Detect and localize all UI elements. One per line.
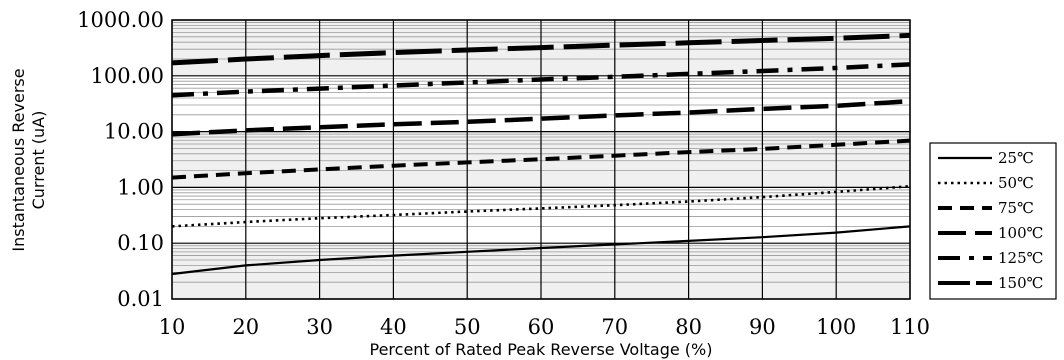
x-tick-label: 40 (380, 315, 407, 339)
y-tick-label: 1.00 (117, 175, 164, 199)
x-tick-label: 90 (749, 315, 776, 339)
series-line-4 (171, 98, 911, 137)
x-tick-label: 30 (306, 315, 333, 339)
legend-label: 150℃ (998, 274, 1043, 292)
x-tick-label: 60 (528, 315, 555, 339)
legend-label: 25℃ (998, 149, 1034, 167)
y-axis-label-line-1: Instantaneous Reverse (9, 68, 28, 251)
grid (171, 19, 911, 300)
legend: 25℃ 50℃ 75℃ 100℃ 125℃ 150℃ (929, 142, 1057, 300)
x-tick-label: 10 (159, 315, 186, 339)
y-tick-labels: 0.01 0.10 1.00 10.00 100.00 1000.00 (77, 8, 164, 311)
y-axis-label: Instantaneous Reverse Current (uA) (9, 68, 48, 251)
y-axis-label-line-2: Current (uA) (29, 111, 48, 210)
x-tick-label: 80 (675, 315, 702, 339)
legend-label: 125℃ (998, 249, 1043, 267)
y-tick-label: 1000.00 (77, 8, 164, 32)
x-tick-label: 20 (232, 315, 259, 339)
legend-label: 50℃ (998, 174, 1034, 192)
x-tick-label: 70 (601, 315, 628, 339)
series-line-3 (171, 138, 911, 180)
y-tick-label: 10.00 (104, 120, 164, 144)
legend-label: 100℃ (998, 224, 1043, 242)
plot-frame (171, 19, 911, 300)
x-tick-label: 100 (816, 315, 856, 339)
x-tick-label: 110 (890, 315, 930, 339)
y-tick-label: 0.01 (117, 287, 164, 311)
x-axis-label: Percent of Rated Peak Reverse Voltage (%… (370, 340, 713, 359)
y-tick-label: 0.10 (117, 231, 164, 255)
series-line-1 (171, 225, 911, 276)
legend-frame (929, 142, 1057, 300)
series-line-6 (171, 32, 911, 66)
x-tick-label: 50 (454, 315, 481, 339)
x-tick-labels: 10 20 30 40 50 60 70 80 90 100 110 (159, 315, 930, 339)
series-line-5 (171, 62, 911, 98)
legend-label: 75℃ (998, 199, 1034, 217)
y-tick-label: 100.00 (91, 64, 164, 88)
series-lines (171, 32, 911, 276)
